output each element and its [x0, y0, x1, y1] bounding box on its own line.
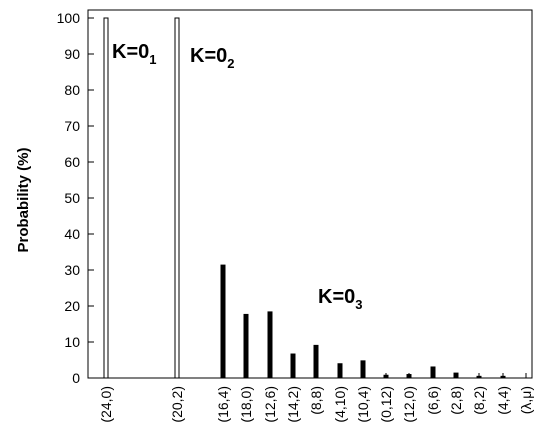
x-axis: (24,0) (20,2) (16,4) (18,0) (12,6) (14,2) (8,8… — [98, 373, 534, 423]
series-annotations: K=01 K=02 K=03 — [112, 41, 362, 312]
bar — [383, 374, 389, 378]
y-tick-label: 40 — [64, 226, 80, 242]
x-tick-label: (10,4) — [355, 386, 371, 423]
bars — [103, 17, 506, 379]
y-tick-label: 70 — [64, 118, 80, 134]
plot-border — [87, 9, 533, 379]
y-tick-label: 0 — [72, 370, 80, 386]
bar — [500, 375, 506, 378]
series-annotation: K=03 — [318, 286, 362, 312]
bar — [476, 375, 482, 378]
bar — [267, 311, 273, 378]
bar — [360, 360, 366, 378]
bar — [337, 363, 343, 378]
bar — [290, 353, 296, 378]
bar — [103, 17, 109, 379]
x-tick-label: (24,0) — [98, 386, 114, 423]
plot-frame — [87, 9, 533, 379]
y-tick-label: 10 — [64, 334, 80, 350]
series-annotation: K=02 — [190, 45, 234, 71]
bar — [430, 366, 436, 378]
y-tick-label: 30 — [64, 262, 80, 278]
x-tick-label: (12,6) — [262, 386, 278, 423]
y-tick-label: 20 — [64, 298, 80, 314]
x-tick-label: (2,8) — [448, 386, 464, 415]
y-tick-label: 50 — [64, 190, 80, 206]
x-tick-label: (8,8) — [308, 386, 324, 415]
x-tick-label: (0,12) — [378, 386, 394, 423]
x-tick-label: (λ,μ) — [518, 386, 534, 414]
x-tick-label: (14,2) — [285, 386, 301, 423]
bar — [313, 344, 319, 378]
x-tick-label: (20,2) — [169, 386, 185, 423]
bar — [406, 374, 412, 378]
bar — [243, 313, 249, 378]
x-tick-label: (4,10) — [332, 386, 348, 423]
y-axis: 0 10 20 30 40 50 60 70 80 90 100 — [57, 10, 94, 386]
x-tick-label: (8,2) — [471, 386, 487, 415]
y-tick-label: 60 — [64, 154, 80, 170]
x-tick-label: (12,0) — [401, 386, 417, 423]
x-tick-label: (6,6) — [425, 386, 441, 415]
bar — [453, 372, 459, 378]
x-tick-label: (16,4) — [215, 386, 231, 423]
x-tick-label: (4,4) — [495, 386, 511, 415]
y-tick-label: 100 — [57, 10, 81, 26]
y-axis-label: Probability (%) — [15, 147, 32, 252]
y-tick-label: 90 — [64, 46, 80, 62]
bar — [220, 264, 226, 378]
bar — [174, 17, 180, 379]
y-tick-label: 80 — [64, 82, 80, 98]
series-annotation: K=01 — [112, 41, 156, 67]
x-tick-label: (18,0) — [238, 386, 254, 423]
